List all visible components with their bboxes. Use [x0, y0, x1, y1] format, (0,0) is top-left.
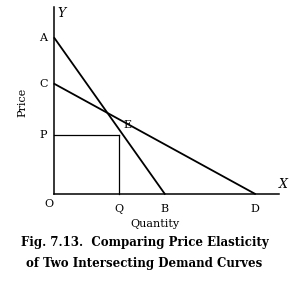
Text: X: X	[279, 178, 288, 191]
Text: C: C	[39, 79, 47, 89]
Text: Price: Price	[17, 88, 27, 117]
Text: B: B	[161, 204, 169, 214]
Text: Y: Y	[58, 7, 66, 20]
Text: Fig. 7.13.  Comparing Price Elasticity: Fig. 7.13. Comparing Price Elasticity	[21, 236, 268, 249]
Text: O: O	[45, 199, 54, 209]
Text: P: P	[40, 130, 47, 140]
Text: D: D	[251, 204, 260, 214]
Text: E: E	[124, 120, 132, 130]
Text: of Two Intersecting Demand Curves: of Two Intersecting Demand Curves	[26, 257, 263, 270]
Text: Q: Q	[114, 204, 123, 214]
Text: A: A	[39, 33, 47, 43]
Text: Quantity: Quantity	[130, 219, 179, 228]
